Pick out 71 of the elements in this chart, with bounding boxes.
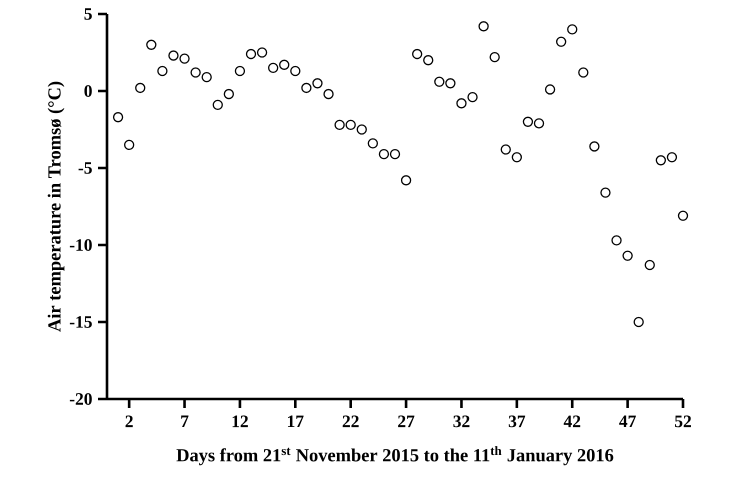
x-tick-label: 27 <box>398 416 414 428</box>
point <box>334 120 345 130</box>
point <box>445 78 456 88</box>
x-tick-label: 22 <box>342 416 359 428</box>
point <box>323 88 334 100</box>
point <box>157 66 168 76</box>
point <box>301 82 312 94</box>
point <box>368 138 378 149</box>
point <box>634 316 644 328</box>
point <box>168 50 179 61</box>
point <box>400 175 412 186</box>
point <box>234 66 246 76</box>
point <box>656 155 666 166</box>
point <box>202 72 212 82</box>
y-tick-label: -10 <box>70 239 92 251</box>
point <box>567 24 578 35</box>
point <box>190 67 201 78</box>
x-tick-label: 17 <box>288 416 304 428</box>
y-tick-label: -5 <box>78 162 92 174</box>
point <box>390 148 400 160</box>
point <box>622 250 633 261</box>
point <box>256 47 268 58</box>
point <box>490 52 500 62</box>
point <box>412 48 422 60</box>
y-tick-label: 0 <box>84 85 92 97</box>
x-tick-label: 52 <box>674 416 691 428</box>
point <box>423 55 434 66</box>
point <box>434 76 444 87</box>
point <box>179 54 190 64</box>
y-tick-label: -15 <box>70 316 92 328</box>
x-tick-label: 7 <box>181 416 188 427</box>
point <box>279 60 290 70</box>
point <box>135 82 146 94</box>
point <box>356 124 367 135</box>
point <box>666 152 678 162</box>
point <box>124 140 134 150</box>
point <box>146 40 156 50</box>
x-axis-title: Days from 21$^{st}$ November 2015 to the 11$^{th}$ January 2016 <box>176 446 614 466</box>
point <box>644 260 655 270</box>
y-axis-title: Air temperature in Tromsø (°C) <box>48 82 64 332</box>
x-tick-label: 2 <box>126 416 133 428</box>
point <box>534 118 544 128</box>
x-tick-label: 47 <box>619 416 636 427</box>
point <box>456 98 467 108</box>
point <box>600 187 611 198</box>
point <box>522 116 534 127</box>
point <box>544 84 556 95</box>
point <box>589 141 600 152</box>
point <box>556 36 566 47</box>
point <box>478 21 489 32</box>
point <box>246 48 256 60</box>
point <box>268 62 278 74</box>
y-tick-label: -20 <box>70 393 92 405</box>
point <box>346 120 356 130</box>
point <box>290 66 300 76</box>
point <box>578 67 588 78</box>
point <box>212 100 223 110</box>
point <box>224 88 234 100</box>
point <box>467 92 478 102</box>
x-tick-label: 12 <box>232 416 248 428</box>
point <box>500 144 511 155</box>
point <box>678 210 688 221</box>
point <box>112 112 124 122</box>
point <box>312 78 323 88</box>
point <box>378 148 390 160</box>
point <box>512 152 522 162</box>
point <box>611 235 622 246</box>
x-tick-label: 32 <box>453 416 470 428</box>
y-tick-label: 5 <box>84 8 92 20</box>
x-tick-label: 37 <box>508 416 526 428</box>
x-tick-label: 42 <box>564 416 580 428</box>
